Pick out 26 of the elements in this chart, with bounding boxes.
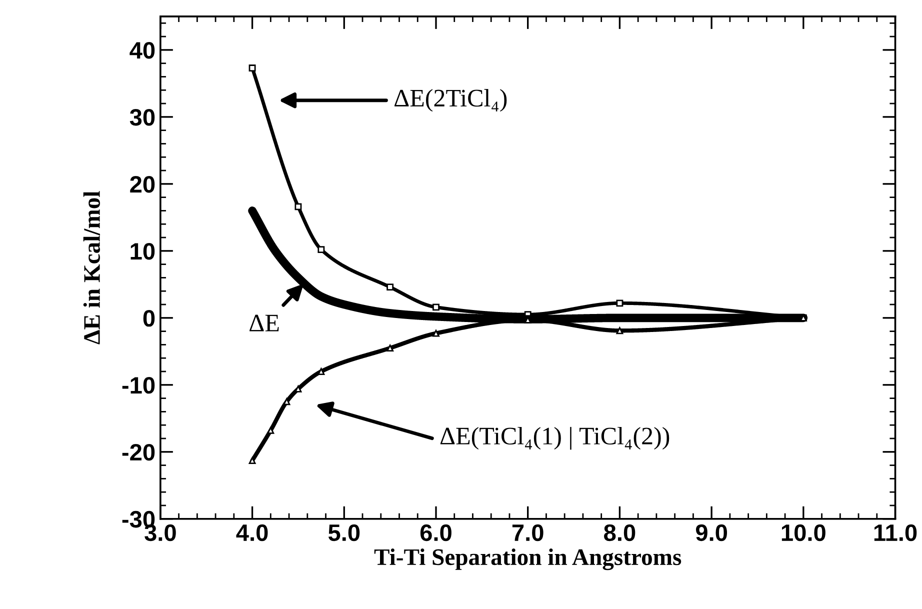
y-tick-label: 40 [130, 42, 155, 59]
point [248, 64, 256, 72]
point [294, 203, 302, 210]
point [318, 246, 325, 254]
x-tick-label: 5.0 [328, 524, 360, 542]
point [386, 284, 394, 291]
x-tick-label: 4.0 [236, 524, 268, 542]
annotation: ΔE [250, 314, 279, 332]
annotation: ΔE(TiCl₄(1) | TiCl₄(2)) [440, 426, 670, 450]
x-tick-label: 6.0 [420, 524, 452, 542]
x-tick-label: 8.0 [604, 524, 636, 542]
x-tick-label: 11.0 [874, 524, 917, 542]
x-axis-title: Ti-Ti Separation in Angstroms [374, 548, 682, 570]
x-tick-label: 9.0 [696, 524, 727, 542]
y-tick-label: 0 [143, 310, 155, 327]
x-tick-label: 7.0 [512, 524, 544, 542]
y-tick-label: 30 [130, 108, 155, 126]
y-tick-label: -10 [122, 376, 155, 394]
y-tick-label: 20 [130, 176, 155, 193]
y-tick-label: -20 [122, 444, 155, 461]
y-tick-label: 10 [130, 242, 155, 260]
point [432, 304, 440, 311]
annotation: ΔE(2TiCl₄) [394, 89, 507, 112]
y-axis-title: ΔE in Kcal/mol [83, 191, 100, 344]
x-tick-label: 10.0 [782, 524, 826, 542]
point [616, 300, 624, 307]
